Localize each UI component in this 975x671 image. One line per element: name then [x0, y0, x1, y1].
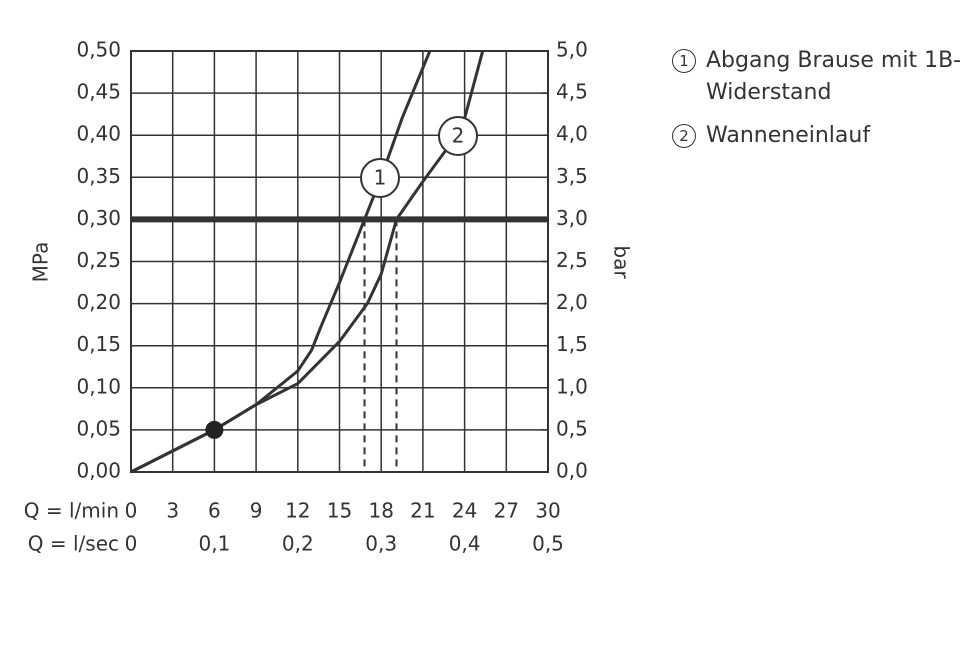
x2-tick-label: 0,5 — [532, 532, 564, 556]
curve-label: 1 — [374, 166, 387, 190]
y-tick-label: 0,10 — [76, 374, 121, 398]
x-tick-label: 27 — [494, 499, 519, 523]
x-tick-label: 0 — [125, 499, 138, 523]
y-tick-label: 0,05 — [76, 416, 121, 440]
marker-point — [205, 420, 224, 439]
y2-tick-label: 0,0 — [556, 459, 588, 483]
y-tick-label: 0,25 — [76, 248, 121, 272]
y2-tick-label: 3,5 — [556, 164, 588, 188]
y-tick-label: 0,15 — [76, 332, 121, 356]
x-tick-label: 24 — [452, 499, 477, 523]
curve-label: 2 — [452, 124, 465, 148]
x-tick-label: 9 — [250, 499, 263, 523]
curve-label-circle — [360, 158, 400, 198]
y2-tick-label: 4,0 — [556, 122, 588, 146]
x2-tick-label: 0 — [125, 532, 138, 556]
legend-entry: 1 Abgang Brause mit 1B-Widerstand — [672, 45, 967, 109]
y2-tick-label: 5,0 — [556, 38, 588, 62]
legend-number: 1 — [672, 49, 696, 73]
y-axis-label: MPa — [29, 242, 53, 283]
curve-label-circle — [438, 116, 478, 156]
x2-tick-label: 0,3 — [365, 532, 397, 556]
y2-tick-label: 3,0 — [556, 206, 588, 230]
legend-entry: 2 Wanneneinlauf — [672, 120, 967, 152]
x-tick-label: 3 — [166, 499, 179, 523]
plot-frame — [130, 50, 549, 473]
x-tick-label: 21 — [410, 499, 435, 523]
y2-tick-label: 1,5 — [556, 332, 588, 356]
y-tick-label: 0,40 — [76, 122, 121, 146]
x2-tick-label: 0,1 — [198, 532, 230, 556]
y-tick-label: 0,20 — [76, 290, 121, 314]
y-tick-label: 0,30 — [76, 206, 121, 230]
y-tick-label: 0,45 — [76, 80, 121, 104]
x-tick-label: 12 — [285, 499, 310, 523]
x-tick-label: 18 — [368, 499, 393, 523]
x2-tick-label: 0,2 — [282, 532, 314, 556]
x-tick-label: 30 — [535, 499, 560, 523]
x-tick-label: 15 — [327, 499, 352, 523]
y-tick-label: 0,50 — [76, 38, 121, 62]
y2-axis-label: bar — [610, 245, 634, 279]
y2-tick-label: 2,5 — [556, 248, 588, 272]
y2-tick-label: 2,0 — [556, 290, 588, 314]
x-tick-label: 6 — [208, 499, 221, 523]
y-tick-label: 0,00 — [76, 459, 121, 483]
legend-text: Abgang Brause mit 1B-Widerstand — [706, 48, 962, 105]
x-axis-label: Q = l/min — [24, 499, 119, 523]
y-tick-label: 0,35 — [76, 164, 121, 188]
legend-text: Wanneneinlauf — [706, 123, 871, 148]
legend-number: 2 — [672, 124, 696, 148]
y2-tick-label: 1,0 — [556, 374, 588, 398]
y2-tick-label: 0,5 — [556, 416, 588, 440]
x2-tick-label: 0,4 — [449, 532, 481, 556]
x2-axis-label: Q = l/sec — [28, 532, 119, 556]
y2-tick-label: 4,5 — [556, 80, 588, 104]
